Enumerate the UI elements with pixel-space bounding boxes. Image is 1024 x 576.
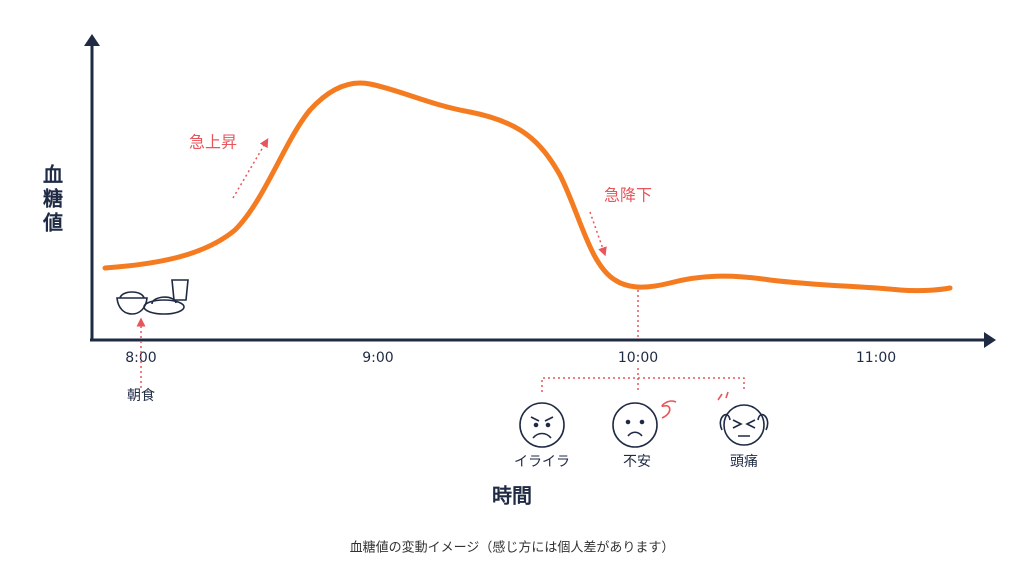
symptom-label: 不安 [623,454,651,470]
fall-label: 急降下 [604,186,652,205]
x-tick-label: 10:00 [618,350,658,366]
y-arrow [84,34,100,46]
rise-arrow [232,138,269,199]
x-tick-label: 9:00 [362,350,393,366]
symptom-label: イライラ [514,454,570,470]
bracket [541,377,745,392]
rise-label: 急上昇 [189,133,237,152]
x-tick-label: 11:00 [856,350,896,366]
glucose-curve [102,80,953,294]
headache-face [717,391,769,446]
breakfast-icon [116,279,189,315]
fall-arrow [589,211,607,257]
y-axis-label: 血糖値 [40,163,64,236]
symptom-label: 頭痛 [730,453,758,470]
caption: 血糖値の変動イメージ（感じ方には個人差があります） [350,540,675,556]
x-arrow [984,332,996,348]
irritated-face [519,402,565,448]
anxious-face [612,400,677,448]
x-axis-label: 時間 [492,484,532,508]
breakfast-label: 朝食 [127,387,155,404]
